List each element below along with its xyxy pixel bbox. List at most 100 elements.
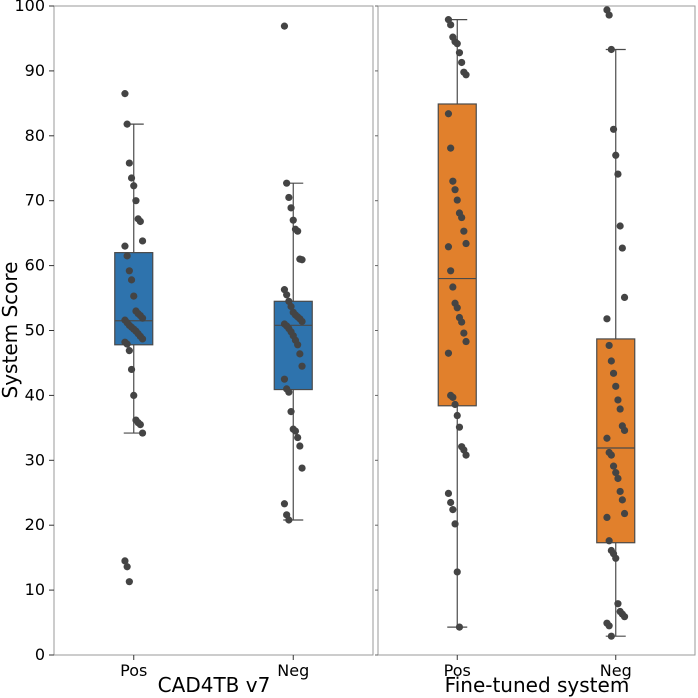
panel-title-cad4tb: CAD4TB v7 — [158, 673, 271, 697]
data-point-neg — [616, 222, 624, 230]
data-point-neg — [298, 362, 306, 370]
data-point-pos — [130, 391, 138, 399]
data-point-pos — [453, 196, 461, 204]
data-point-pos — [455, 423, 464, 431]
data-point-neg — [603, 315, 611, 323]
data-point-pos — [125, 347, 133, 355]
data-point-neg — [605, 622, 613, 630]
data-point-neg — [620, 293, 629, 302]
data-point-neg — [620, 426, 629, 435]
y-axis: 0 10 20 30 40 50 60 70 80 90 100 — [14, 0, 54, 664]
data-point-pos — [449, 393, 457, 401]
data-point-pos — [130, 182, 138, 190]
data-point-neg — [605, 341, 613, 350]
data-point-pos — [138, 237, 147, 245]
data-point-neg — [609, 462, 618, 470]
data-point-neg — [298, 464, 306, 472]
data-point-neg — [612, 382, 620, 390]
data-point-pos — [127, 365, 136, 374]
data-point-pos — [138, 429, 147, 437]
data-point-pos — [138, 314, 147, 322]
data-point-neg — [296, 350, 304, 358]
y-tick-label: 10 — [25, 580, 45, 599]
data-point-neg — [296, 442, 304, 450]
y-tick-label: 80 — [25, 126, 45, 145]
data-point-pos — [447, 21, 455, 29]
data-point-neg — [285, 193, 293, 202]
data-point-pos — [460, 227, 468, 235]
data-point-pos — [447, 498, 455, 507]
data-point-neg — [283, 291, 291, 299]
data-point-neg — [603, 434, 611, 442]
data-point-neg — [612, 554, 620, 562]
data-point-pos — [458, 213, 466, 222]
y-tick-label: 70 — [25, 191, 45, 210]
data-point-pos — [123, 563, 131, 571]
y-tick-label: 0 — [35, 645, 45, 664]
y-tick-label: 50 — [25, 321, 45, 340]
data-point-neg — [291, 427, 300, 435]
data-point-neg — [612, 151, 620, 159]
data-point-neg — [298, 256, 306, 264]
data-point-pos — [449, 506, 457, 514]
data-point-pos — [123, 340, 131, 348]
data-point-neg — [614, 600, 622, 608]
data-point-neg — [285, 388, 293, 396]
data-point-pos — [123, 252, 131, 260]
y-tick-label: 20 — [25, 515, 45, 534]
data-point-pos — [455, 49, 464, 57]
data-point-pos — [451, 400, 459, 409]
data-point-pos — [138, 335, 147, 343]
box-pos — [437, 103, 477, 407]
y-axis-label: System Score — [0, 262, 22, 399]
data-point-neg — [609, 125, 618, 133]
data-point-pos — [453, 568, 461, 576]
panel-frame — [377, 5, 696, 656]
data-point-neg — [298, 317, 306, 326]
data-point-pos — [444, 243, 453, 251]
data-point-neg — [294, 433, 302, 442]
data-point-neg — [609, 369, 618, 377]
data-point-pos — [453, 40, 461, 48]
data-point-pos — [462, 71, 470, 79]
data-point-pos — [460, 329, 468, 337]
data-point-neg — [607, 357, 615, 365]
panel-frame — [53, 5, 374, 656]
data-point-pos — [136, 217, 144, 226]
data-point-neg — [287, 204, 295, 212]
data-point-neg — [289, 216, 297, 224]
data-point-pos — [125, 159, 133, 167]
data-point-pos — [132, 197, 140, 205]
data-point-neg — [618, 496, 626, 504]
data-point-neg — [603, 513, 611, 522]
data-point-pos — [125, 267, 133, 275]
y-tick-label: 90 — [25, 61, 45, 80]
data-point-pos — [447, 144, 455, 152]
data-point-pos — [125, 578, 133, 586]
data-point-pos — [444, 489, 453, 497]
data-point-neg — [607, 632, 615, 640]
data-point-neg — [612, 469, 620, 477]
data-point-pos — [462, 239, 470, 248]
data-point-neg — [616, 487, 624, 496]
data-point-pos — [447, 267, 455, 275]
data-point-pos — [458, 318, 466, 326]
data-point-neg — [614, 170, 622, 178]
data-point-neg — [620, 509, 629, 518]
data-point-neg — [280, 375, 289, 383]
data-point-pos — [130, 292, 138, 300]
data-point-pos — [121, 557, 129, 565]
data-point-pos — [458, 58, 466, 67]
data-point-neg — [287, 302, 295, 311]
data-point-pos — [455, 623, 464, 631]
data-point-pos — [121, 242, 129, 250]
y-tick-label: 40 — [25, 385, 45, 404]
data-point-pos — [451, 520, 459, 528]
data-point-neg — [607, 45, 615, 54]
data-point-neg — [618, 244, 626, 252]
data-point-pos — [127, 174, 136, 182]
data-point-neg — [614, 396, 622, 404]
x-tick-label-neg: Neg — [600, 661, 632, 680]
x-tick-label-pos: Pos — [120, 661, 147, 680]
